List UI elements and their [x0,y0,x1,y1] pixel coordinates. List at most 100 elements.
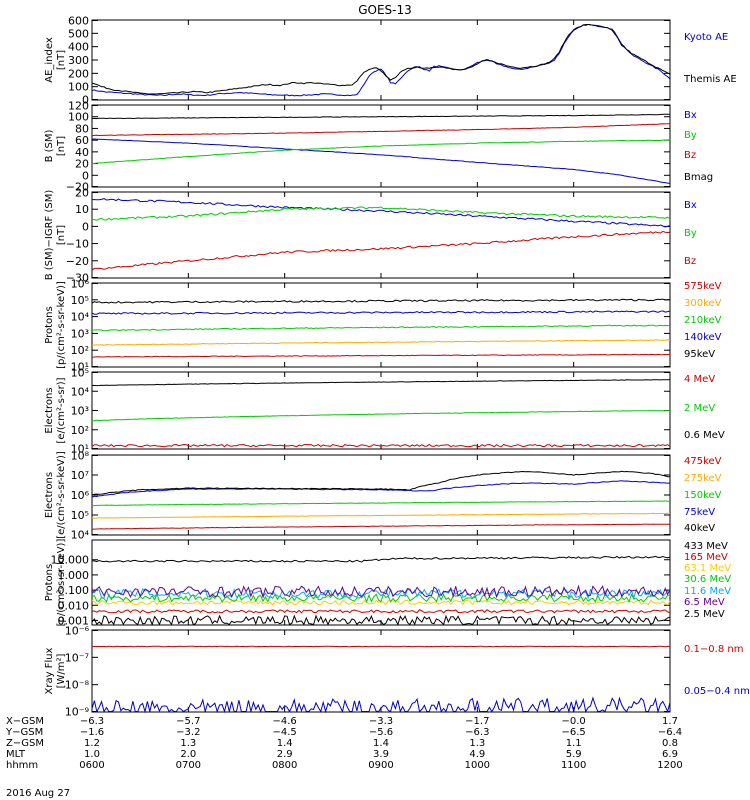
series-line-protons_high-3 [91,592,671,604]
y-tick-label: −20 [66,255,89,268]
y-axis-label: B (SM) [44,129,55,162]
ephem-value: 0.8 [662,738,678,749]
series-line-bsm_igrf-0 [92,198,671,228]
panel-bsm_igrf: −30 −20 −10 0 10 20 B (SM)−IGRF (SM) [nT] Bx By Bz [44,187,697,285]
ephem-value: 2.9 [277,749,293,760]
y-tick-label: 10¹ [71,361,89,374]
y-tick-label: −30 [66,272,89,285]
y-tick-label: 10³ [71,405,89,418]
legend-electrons_high-0: 4 MeV [684,374,715,385]
y-tick-label: 120 [68,100,89,113]
series-line-electrons_low-1 [91,512,671,519]
ephem-value: −4.6 [273,716,297,727]
series-line-xray-1 [91,696,671,714]
y-tick-label: 600 [68,15,89,28]
ephem-value: 4.9 [469,749,485,760]
legend-bsm-2: Bz [684,150,696,161]
series-line-protons_low-1 [91,339,671,346]
series-line-protons_high-1 [91,609,671,614]
y-axis-label: [p/(cm²-s-sr-keV)] [56,281,67,369]
panel-protons_low: 10¹ 10² 10³ 10⁴ 10⁵ 10⁶ Protons [p/(cm²-s-sr-ke… [44,278,722,374]
legend-protons_high-1: 165 MeV [684,552,728,563]
y-tick-label: 10⁴ [71,385,90,398]
legend-ae-0: Kyoto AE [684,32,728,43]
legend-protons_high-5: 6.5 MeV [684,597,725,608]
ephem-value: −6.4 [658,727,682,738]
series-line-xray-0 [91,645,671,648]
legend-bsm_igrf-1: By [684,228,697,239]
series-line-bsm-2 [91,123,671,137]
panel-frame [91,454,671,536]
legend-bsm-0: Bx [684,110,697,121]
series-line-electrons_high-2 [91,379,671,387]
ephem-value: −6.3 [80,716,104,727]
y-tick-label: 0.001 [58,614,90,627]
y-tick-label: 0 [82,94,89,107]
y-tick-label: 10⁵ [71,367,89,380]
legend-xray-1: 0.05−0.4 nm [684,686,750,697]
series-line-protons_low-4 [91,298,671,304]
panel-electrons_high: 10¹ 10² 10³ 10⁴ 10⁵ Electrons [e/(cm²-s-sr)] 4 … [44,367,725,456]
legend-electrons_low-2: 150keV [684,490,722,501]
series-line-electrons_high-0 [91,443,671,448]
y-tick-label: 0.010 [58,599,90,612]
series-line-protons_high-2 [91,599,671,606]
legend-protons_low-1: 300keV [684,298,722,309]
panel-frame [91,371,671,450]
y-axis-label: [nT] [56,50,67,70]
y-tick-label: 10⁶ [71,278,90,291]
series-line-protons_low-2 [91,324,671,332]
series-line-protons_high-0 [92,555,671,563]
y-tick-label: 10⁷ [71,469,89,482]
ephem-value: −6.3 [465,727,489,738]
ephem-value: 1200 [657,760,682,771]
ephem-value: 3.9 [373,749,389,760]
y-tick-label: 10 [75,203,89,216]
y-axis-label: [e/(cm²-s-sr-keV)] [56,451,67,539]
ephem-row-label: MLT [6,749,26,760]
y-tick-label: 20 [75,187,89,200]
series-line-protons_low-3 [91,310,671,315]
series-line-bsm-0 [91,138,671,184]
legend-electrons_low-3: 75keV [684,507,715,518]
ephem-value: −0.0 [562,716,586,727]
ephem-value: −3.2 [176,727,200,738]
series-line-electrons_low-2 [92,500,670,507]
y-tick-label: −10 [66,238,89,251]
ephem-row-label: hhmm [6,760,38,771]
panel-xray: 10⁻⁹ 10⁻⁸ 10⁻⁷ 10⁻⁶ Xray Flux [W/m²] 0.1−0.8 n… [44,625,750,719]
series-line-electrons_low-3 [91,480,671,498]
ephemeris-table: X−GSM −6.3 −5.7 −4.6 −3.3 −1.7 −0.0 1.7 Y−GSM −1.… [5,716,683,771]
y-tick-label: 10² [71,424,89,437]
series-line-protons_high-5 [91,584,671,599]
y-tick-label: −20 [66,181,89,194]
y-axis-label: Electrons [44,387,55,433]
legend-electrons_high-2: 0.6 MeV [684,430,725,441]
panel-frame [91,191,671,279]
ephem-value: 1.4 [277,738,293,749]
y-axis-label: [e/(cm²-s-sr)] [56,377,67,443]
legend-electrons_low-1: 275keV [684,473,722,484]
y-axis-label: Xray Flux [44,647,55,694]
series-line-protons_high-4 [91,587,671,600]
series-line-bsm_igrf-1 [91,206,671,221]
y-axis-label: AE_index [44,37,55,83]
ephem-value: −5.7 [176,716,200,727]
legend-protons_high-2: 63.1 MeV [684,563,731,574]
y-tick-label: 10⁻⁶ [65,625,90,638]
y-tick-label: 10⁻⁹ [65,706,89,719]
y-tick-label: 1.000 [58,569,90,582]
ephem-value: −1.6 [80,727,104,738]
ephem-value: 2.0 [180,749,196,760]
ephem-value: 0700 [176,760,201,771]
legend-bsm_igrf-0: Bx [684,200,697,211]
ephem-value: −1.7 [465,716,489,727]
ephem-value: 1.1 [566,738,582,749]
ephem-row-label: X−GSM [6,716,44,727]
series-line-electrons_low-0 [91,523,670,530]
legend-protons_low-4: 95keV [684,349,715,360]
